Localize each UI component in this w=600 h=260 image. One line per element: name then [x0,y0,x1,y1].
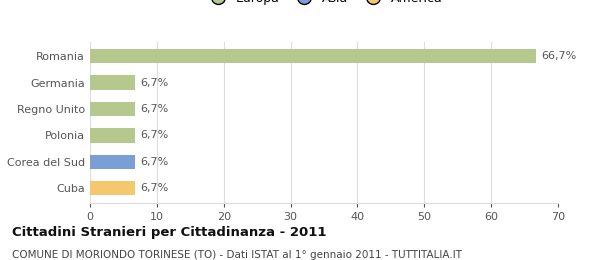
Bar [90,128,135,143]
Text: 66,7%: 66,7% [541,51,577,61]
Bar [90,49,536,63]
Text: 6,7%: 6,7% [140,183,169,193]
Bar [90,154,135,169]
Bar [90,75,135,90]
Bar [90,102,135,116]
Text: 6,7%: 6,7% [140,157,169,167]
Text: 6,7%: 6,7% [140,131,169,140]
Text: COMUNE DI MORIONDO TORINESE (TO) - Dati ISTAT al 1° gennaio 2011 - TUTTITALIA.IT: COMUNE DI MORIONDO TORINESE (TO) - Dati … [12,250,462,259]
Bar [90,181,135,196]
Text: Cittadini Stranieri per Cittadinanza - 2011: Cittadini Stranieri per Cittadinanza - 2… [12,226,326,239]
Text: 6,7%: 6,7% [140,77,169,88]
Legend: Europa, Asia, America: Europa, Asia, America [200,0,448,10]
Text: 6,7%: 6,7% [140,104,169,114]
